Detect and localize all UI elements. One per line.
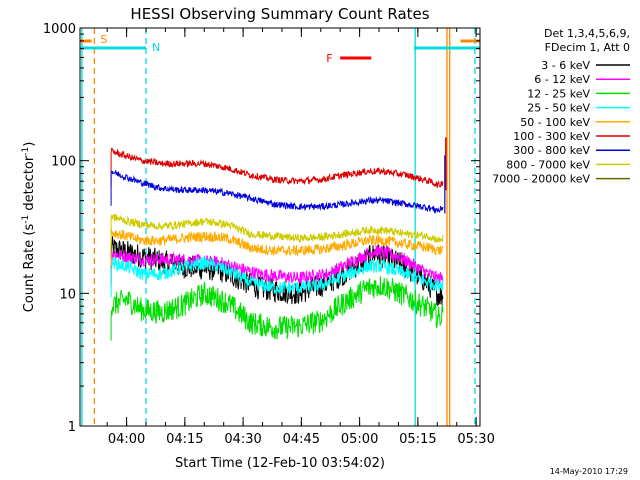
x-axis-label: Start Time (12-Feb-10 03:54:02): [175, 456, 385, 471]
y-axis-ticks: 1 10 100 1000: [43, 22, 480, 435]
data-series: [110, 137, 447, 341]
legend-label: 800 - 7000 keV: [506, 158, 590, 171]
series-line: [110, 147, 444, 188]
legend-label: 300 - 800 keV: [513, 144, 590, 157]
x-tick-label: 04:45: [283, 432, 320, 447]
series-line: [110, 213, 444, 251]
legend-label: 100 - 300 keV: [513, 130, 590, 143]
legend-label: 12 - 25 keV: [527, 87, 590, 100]
y-tick-label: 100: [51, 155, 76, 170]
x-tick-label: 04:00: [108, 432, 145, 447]
x-tick-label: 05:15: [399, 432, 436, 447]
series-line: [110, 255, 444, 298]
legend-header-line-2: FDecim 1, Att 0: [545, 41, 630, 54]
y-axis-label: Count Rate (s-1 detector-1): [21, 142, 37, 313]
legend-label: 6 - 12 keV: [534, 73, 590, 86]
x-axis-ticks: 04:00 04:15 04:30 04:45 05:00 05:15 05:30: [106, 28, 495, 447]
legend-label: 3 - 6 keV: [541, 59, 590, 72]
legend-label: 50 - 100 keV: [520, 116, 590, 129]
vertical-markers: [81, 28, 476, 426]
flag-label: N: [152, 41, 160, 54]
x-tick-label: 04:30: [224, 432, 261, 447]
flag-label: F: [326, 52, 332, 65]
legend-label: 25 - 50 keV: [527, 102, 590, 115]
chart-title: HESSI Observing Summary Count Rates: [130, 5, 429, 23]
series-line: [110, 244, 444, 288]
series-line: [110, 228, 444, 267]
y-tick-label: 1000: [43, 22, 76, 37]
x-tick-label: 05:30: [457, 432, 494, 447]
series-line: [110, 170, 444, 214]
series-line: [110, 276, 444, 341]
y-tick-label: 10: [59, 287, 76, 302]
legend-label: 7000 - 20000 keV: [492, 173, 590, 186]
plot-frame: [79, 27, 481, 427]
x-tick-label: 04:15: [166, 432, 203, 447]
flag-label: S: [100, 33, 107, 46]
legend: Det 1,3,4,5,6,9, FDecim 1, Att 0 3 - 6 k…: [492, 27, 630, 186]
y-tick-label: 1: [68, 420, 76, 435]
footer-date: 14-May-2010 17:29: [550, 467, 628, 476]
legend-header-line-1: Det 1,3,4,5,6,9,: [544, 27, 630, 40]
x-tick-label: 05:00: [341, 432, 378, 447]
